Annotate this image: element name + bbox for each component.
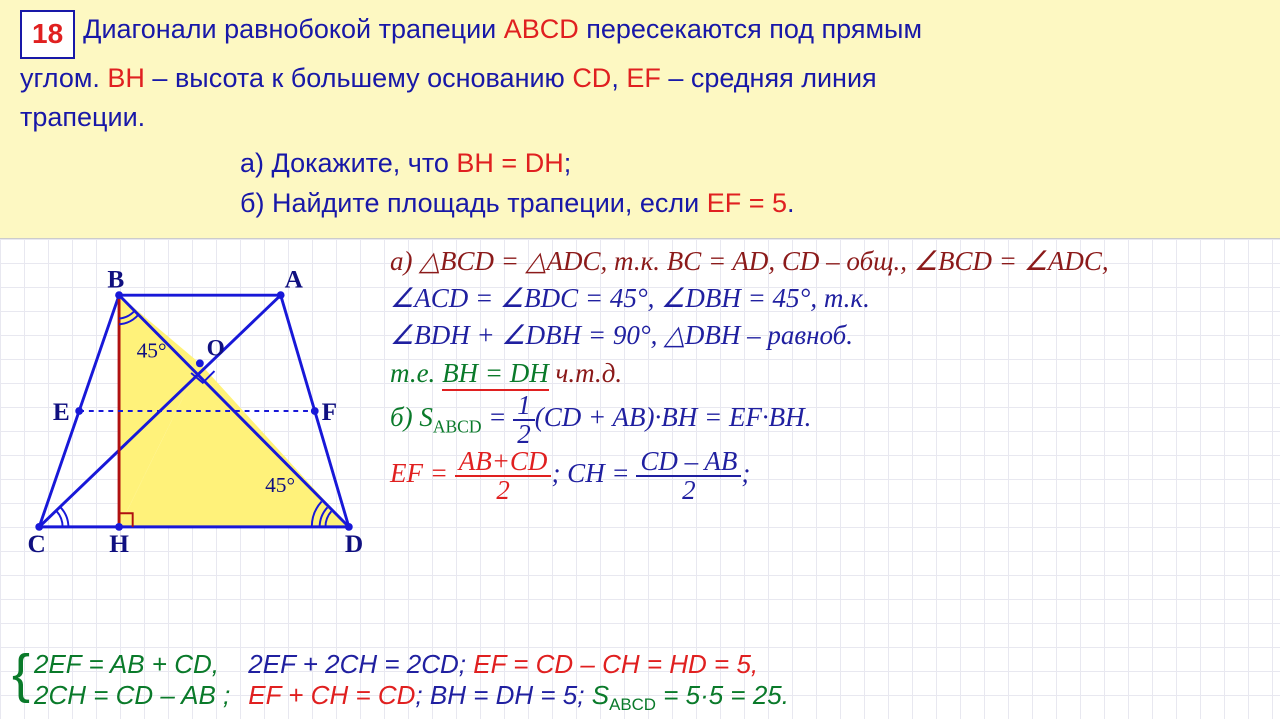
solution-text: а) △BCD = △ADC, т.к. BC = AD, CD – общ.,… — [390, 243, 1270, 504]
point-label: D — [345, 530, 363, 558]
line: ∠BDH + ∠DBH = 90°, △DBH – равноб. — [390, 317, 1270, 354]
problem-number: 18 — [20, 10, 75, 59]
text: . — [787, 188, 795, 218]
work-area: B A C D H E F O 45° 45° а) △BCD = △ADC, … — [0, 239, 1280, 719]
angle-label: 45° — [265, 473, 295, 497]
angle-label: 45° — [137, 338, 167, 362]
line: т.е. BH = DH ч.т.д. — [390, 355, 1270, 392]
point-label: O — [207, 335, 225, 361]
text: ; — [564, 148, 572, 178]
text: BH = DH — [456, 148, 563, 178]
point-label: A — [285, 265, 304, 293]
point-label: B — [107, 265, 124, 293]
text: CD — [572, 63, 611, 93]
text: – высота к большему основанию — [145, 63, 572, 93]
text: углом. — [20, 63, 107, 93]
line: б) SABCD = 12(CD + AB)·BH = EF·BH. — [390, 392, 1270, 448]
point-label: E — [53, 398, 70, 426]
text: а) Докажите, что — [240, 148, 456, 178]
text: BH — [107, 63, 145, 93]
bottom-work: 2EF = AB + CD, 2CH = CD – AB ; 2EF + 2CH… — [16, 649, 1270, 715]
text: EF — [626, 63, 661, 93]
tasks: а) Докажите, что BH = DH; б) Найдите пло… — [240, 143, 1260, 224]
text: трапеции. — [20, 102, 145, 132]
point-label: F — [322, 398, 337, 426]
text: – средняя линия — [661, 63, 877, 93]
text: , — [611, 63, 626, 93]
point-label: H — [109, 530, 129, 558]
system-brace: 2EF = AB + CD, 2CH = CD – AB ; — [16, 649, 230, 711]
text: EF = 5 — [707, 188, 787, 218]
point-label: C — [28, 530, 46, 558]
line: ∠ACD = ∠BDC = 45°, ∠DBH = 45°, т.к. — [390, 280, 1270, 317]
line: EF = AB+CD2; CH = CD – AB2; — [390, 448, 1270, 504]
text: пересекаются под прямым — [579, 14, 922, 44]
text: б) Найдите площадь трапеции, если — [240, 188, 707, 218]
trapezoid-diagram: B A C D H E F O 45° 45° — [10, 257, 380, 567]
text: ABCD — [504, 14, 579, 44]
problem-statement: 18 Диагонали равнобокой трапеции ABCD пер… — [0, 0, 1280, 239]
line: а) △BCD = △ADC, т.к. BC = AD, CD – общ.,… — [390, 243, 1270, 280]
text: Диагонали равнобокой трапеции — [83, 14, 504, 44]
